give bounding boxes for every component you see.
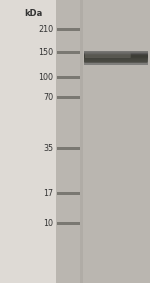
Text: 100: 100	[38, 73, 53, 82]
Bar	[57, 222, 80, 225]
Text: 210: 210	[38, 25, 53, 34]
Text: 70: 70	[43, 93, 53, 102]
Text: kDa: kDa	[24, 9, 42, 18]
Bar	[57, 96, 80, 99]
Text: 10: 10	[43, 219, 53, 228]
Bar	[57, 192, 80, 196]
Bar	[0, 0, 56, 283]
Text: 150: 150	[38, 48, 53, 57]
FancyBboxPatch shape	[84, 55, 148, 63]
Bar	[57, 147, 80, 150]
FancyBboxPatch shape	[85, 53, 131, 58]
Bar	[80, 0, 83, 283]
Bar	[57, 28, 80, 31]
Text: 35: 35	[43, 144, 53, 153]
Bar	[57, 51, 80, 54]
Text: 17: 17	[43, 189, 53, 198]
Bar	[57, 76, 80, 79]
Bar	[56, 0, 150, 283]
